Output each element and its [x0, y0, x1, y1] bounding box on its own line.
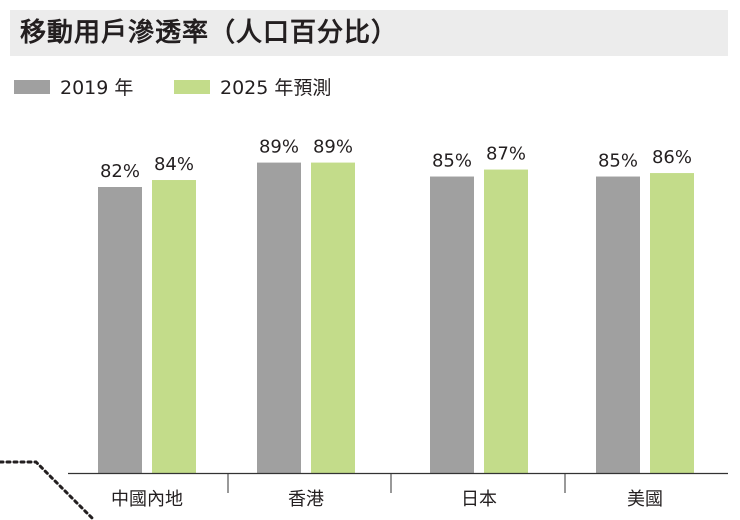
value-label: 82%: [100, 161, 140, 182]
bar: [98, 187, 142, 473]
value-label: 89%: [259, 137, 299, 158]
bar: [257, 162, 301, 473]
bar: [484, 169, 528, 473]
bar: [596, 176, 640, 473]
dotted-connector: [0, 460, 94, 520]
chart-title: 移動用戶滲透率（人口百分比）: [20, 18, 399, 48]
legend-swatch-2019: [14, 80, 50, 94]
legend-swatch-2025: [174, 80, 210, 94]
value-label: 85%: [432, 151, 472, 172]
value-label: 84%: [154, 154, 194, 175]
value-label: 86%: [652, 147, 692, 168]
category-label: 香港: [288, 489, 324, 510]
category-label: 美國: [627, 489, 663, 510]
value-label: 87%: [486, 144, 526, 165]
bar: [430, 176, 474, 473]
title-band: 移動用戶滲透率（人口百分比）: [10, 10, 728, 56]
category-label: 日本: [461, 489, 497, 510]
legend-label-2019: 2019 年: [60, 77, 134, 99]
legend-label-2025: 2025 年預測: [220, 77, 332, 99]
value-label: 85%: [598, 151, 638, 172]
bar: [152, 180, 196, 473]
category-label: 中國內地: [111, 489, 183, 510]
value-label: 89%: [313, 137, 353, 158]
bar: [650, 173, 694, 474]
bar: [311, 162, 355, 473]
